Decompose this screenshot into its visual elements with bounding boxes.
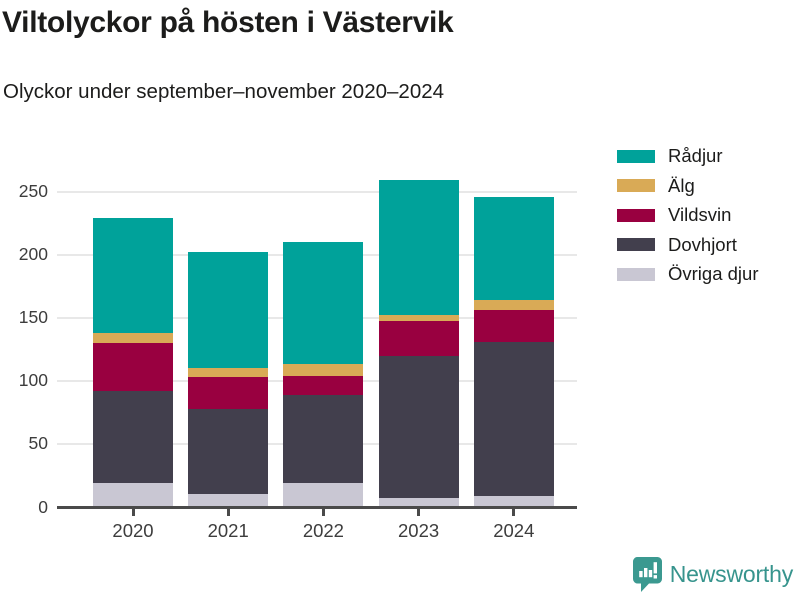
- y-axis-tick-label: 200: [18, 244, 48, 265]
- legend-swatch-icon: [617, 149, 655, 163]
- legend-item-vildsvin: Vildsvin: [617, 204, 758, 225]
- bar-segment-2024-övriga-djur: [473, 495, 554, 507]
- bar-chart-speech-bubble-icon: [632, 556, 663, 593]
- y-axis-tick-label: 50: [28, 433, 48, 454]
- x-axis-tick: [512, 509, 516, 516]
- bar-segment-2024-älg: [473, 300, 554, 311]
- bar-segment-2023-övriga-djur: [378, 498, 459, 507]
- legend-item-övriga-djur: Övriga djur: [617, 263, 759, 284]
- bar-segment-2020-övriga-djur: [93, 483, 173, 507]
- bar-segment-2022-älg: [283, 364, 364, 376]
- legend-label: Dovhjort: [668, 233, 737, 255]
- legend-swatch-icon: [617, 267, 655, 281]
- x-axis-tick: [321, 509, 325, 516]
- legend-label: Rådjur: [668, 145, 723, 166]
- bar-segment-2024-dovhjort: [473, 341, 554, 496]
- bar-segment-2023-dovhjort: [378, 355, 459, 499]
- x-axis-tick: [226, 509, 230, 516]
- chart-title: Viltolyckor på hösten i Västervik: [2, 6, 454, 39]
- x-axis-tick-label: 2021: [207, 520, 249, 541]
- x-axis-tick-label: 2024: [493, 520, 535, 541]
- bar-segment-2020-vildsvin: [93, 342, 173, 391]
- x-axis-tick-label: 2020: [112, 520, 154, 541]
- bar-segment-2024-vildsvin: [473, 310, 554, 342]
- x-axis-tick: [131, 509, 135, 516]
- legend-swatch-icon: [617, 208, 655, 222]
- bar-segment-2022-vildsvin: [283, 375, 364, 395]
- newsworthy-logo[interactable]: Newsworthy: [632, 556, 793, 593]
- legend-item-älg: Älg: [617, 174, 758, 196]
- y-axis-tick-label: 150: [18, 307, 48, 328]
- bar-segment-2020-dovhjort: [93, 390, 173, 484]
- bar-segment-2020-rådjur: [93, 218, 173, 333]
- legend-item-dovhjort: Dovhjort: [617, 233, 758, 255]
- bar-segment-2021-rådjur: [188, 252, 269, 369]
- y-axis-tick-label: 250: [18, 181, 48, 201]
- y-axis-tick-label: 0: [38, 496, 48, 517]
- bar-segment-2023-älg: [378, 315, 459, 322]
- bar-segment-2022-övriga-djur: [283, 483, 364, 507]
- legend-label: Älg: [668, 174, 695, 196]
- chart-legend: Rådjur Älg Vildsvin Dovhjort Övriga djur: [617, 145, 759, 284]
- bar-segment-2021-vildsvin: [188, 377, 269, 409]
- chart-subtitle: Olyckor under september–november 2020–20…: [3, 80, 445, 103]
- x-axis-line: [57, 506, 577, 509]
- bar-segment-2021-dovhjort: [188, 408, 269, 495]
- bar-segment-2021-älg: [188, 368, 269, 377]
- x-axis-tick-label: 2023: [398, 520, 440, 541]
- bar-segment-2022-dovhjort: [283, 394, 364, 483]
- legend-item-rådjur: Rådjur: [617, 145, 758, 166]
- bar-segment-2023-vildsvin: [378, 321, 459, 356]
- legend-swatch-icon: [617, 238, 655, 251]
- bar-segment-2024-rådjur: [473, 196, 554, 301]
- bar-segment-2022-rådjur: [283, 241, 364, 365]
- bar-segment-2020-älg: [93, 332, 173, 343]
- x-axis-tick: [417, 509, 421, 516]
- bar-segment-2021-övriga-djur: [188, 494, 269, 507]
- legend-swatch-icon: [617, 179, 655, 192]
- x-axis-tick-label: 2022: [302, 520, 344, 541]
- gridline-y250: [57, 190, 577, 193]
- brand-name: Newsworthy: [669, 561, 793, 587]
- legend-label: Övriga djur: [668, 263, 759, 284]
- y-axis-tick-label: 100: [18, 370, 48, 391]
- legend-label: Vildsvin: [668, 204, 732, 225]
- bar-segment-2023-rådjur: [378, 180, 459, 316]
